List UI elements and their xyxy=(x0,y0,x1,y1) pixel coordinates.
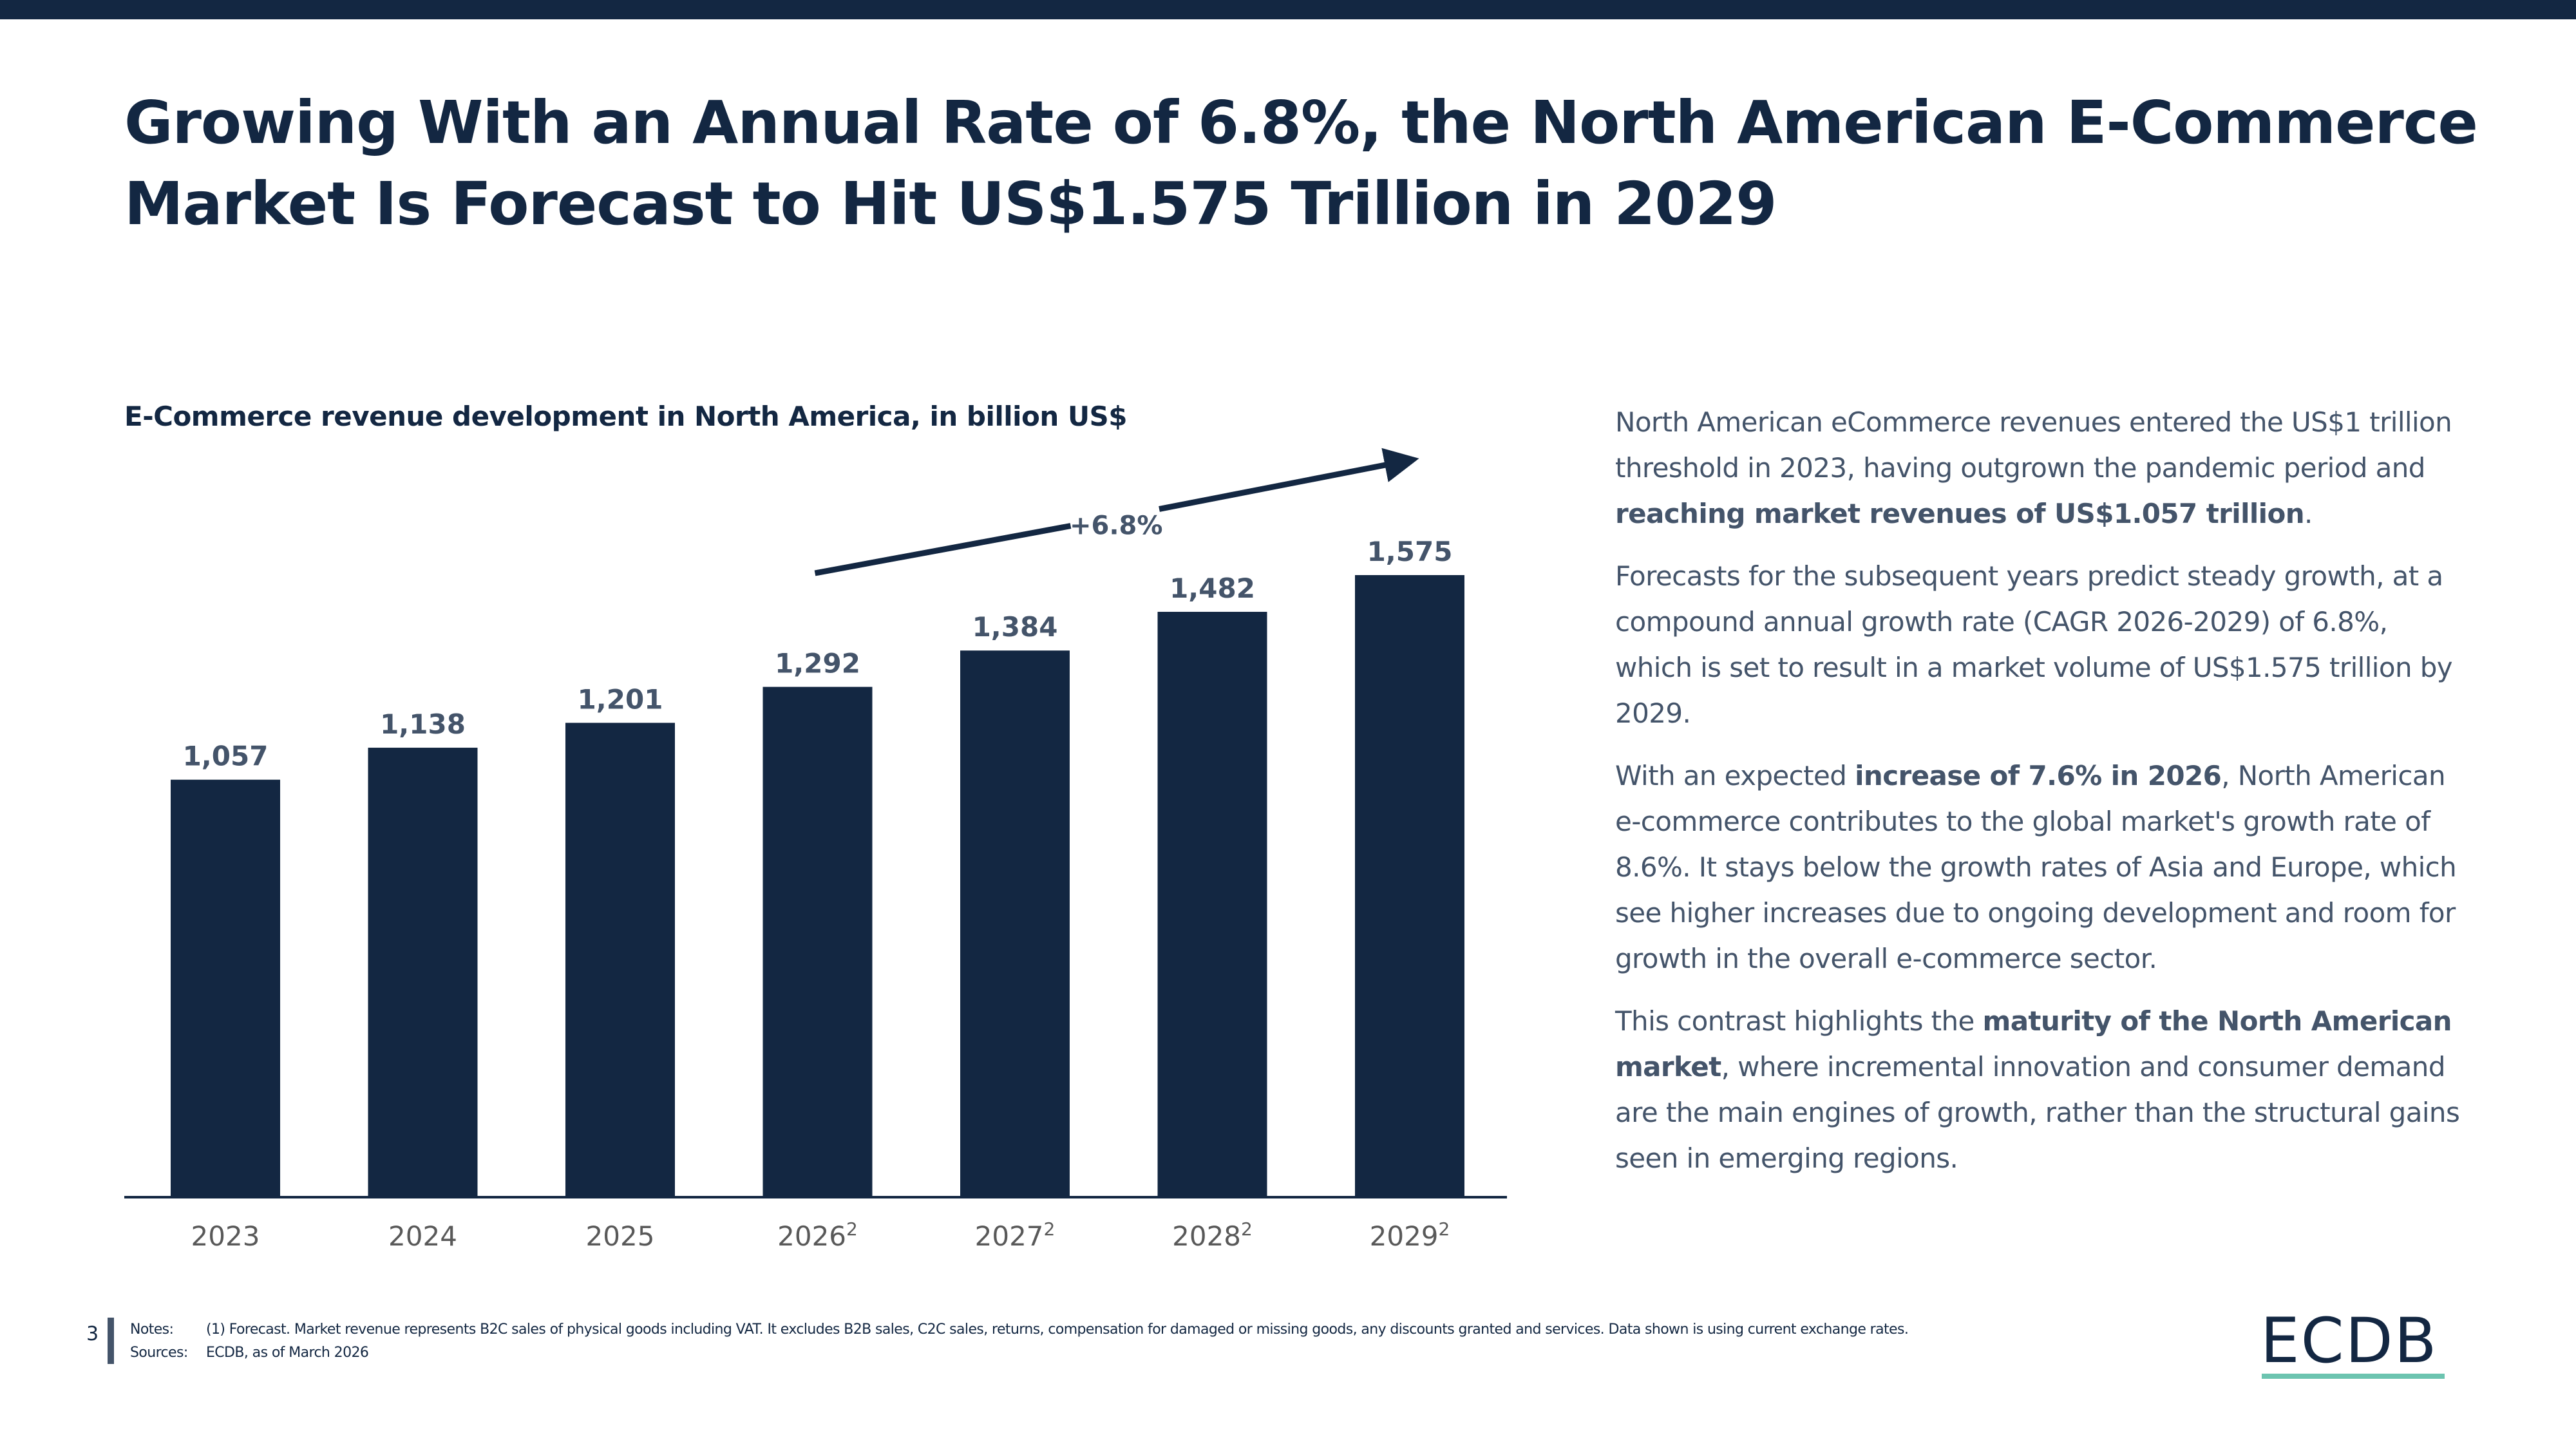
bar-2027 xyxy=(960,650,1070,1197)
bar-value-label: 1,384 xyxy=(972,611,1058,643)
bar-value-label: 1,138 xyxy=(380,708,466,740)
forecast-footnote-marker: 2 xyxy=(846,1218,858,1240)
bar-value-label: 1,575 xyxy=(1367,536,1453,567)
x-tick-label: 2025 xyxy=(586,1220,655,1252)
bar-2029 xyxy=(1355,575,1464,1197)
x-tick-label: 20282 xyxy=(1172,1218,1253,1252)
x-tick-label: 2023 xyxy=(191,1220,260,1252)
ecdb-logo: ECDB xyxy=(2260,1310,2447,1385)
x-tick-label: 2024 xyxy=(388,1220,457,1252)
trend-arrow-head xyxy=(1159,448,1419,512)
logo-underline xyxy=(2262,1374,2445,1379)
page-title: Growing With an Annual Rate of 6.8%, the… xyxy=(124,82,2507,245)
notes-row: Notes: (1) Forecast. Market revenue repre… xyxy=(130,1318,1909,1341)
footnotes: Notes: (1) Forecast. Market revenue repre… xyxy=(130,1318,1909,1365)
paragraph-forecast: Forecasts for the subsequent years predi… xyxy=(1615,553,2465,736)
sources-row: Sources: ECDB, as of March 2026 xyxy=(130,1341,1908,1365)
paragraph-market-maturity: This contrast highlights the maturity of… xyxy=(1615,998,2465,1181)
bar-value-label: 1,292 xyxy=(775,648,860,679)
bar-2024 xyxy=(368,748,478,1197)
cagr-annotation-label: +6.8% xyxy=(1070,511,1162,541)
page-title-line-2: Market Is Forecast to Hit US$1.575 Trill… xyxy=(124,169,1777,238)
paragraph-market-entry: North American eCommerce revenues entere… xyxy=(1615,399,2465,536)
body-text-run: . xyxy=(2304,498,2313,529)
sources-label: Sources: xyxy=(130,1345,188,1361)
emphasis-text: reaching market revenues of US$1.057 tri… xyxy=(1615,498,2305,529)
commentary-text: North American eCommerce revenues entere… xyxy=(1615,399,2465,1198)
bar-2023 xyxy=(171,779,280,1197)
emphasis-text: maturity of the North American market xyxy=(1615,1005,2452,1083)
bar-2026 xyxy=(762,687,873,1197)
x-tick-label: 20292 xyxy=(1370,1218,1450,1252)
top-accent-bar xyxy=(0,0,2576,19)
body-text-run: North American eCommerce revenues entere… xyxy=(1615,406,2452,484)
bar-value-label: 1,201 xyxy=(578,683,663,715)
bar-2028 xyxy=(1157,612,1267,1197)
bar-value-label: 1,057 xyxy=(183,741,269,772)
forecast-footnote-marker: 2 xyxy=(1439,1218,1450,1240)
paragraph-global-comparison: With an expected increase of 7.6% in 202… xyxy=(1615,753,2465,981)
forecast-footnote-marker: 2 xyxy=(1241,1218,1253,1240)
chart-title: E-Commerce revenue development in North … xyxy=(124,401,1128,432)
notes-text: (1) Forecast. Market revenue represents … xyxy=(206,1321,1909,1338)
body-text-run: With an expected xyxy=(1615,760,1855,791)
body-text-run: , where incremental innovation and consu… xyxy=(1615,1051,2460,1174)
page-number: 3 xyxy=(86,1323,99,1345)
body-text-run: Forecasts for the subsequent years predi… xyxy=(1615,560,2453,729)
notes-label: Notes: xyxy=(130,1321,174,1338)
x-tick-label: 20262 xyxy=(777,1218,858,1252)
sources-text: ECDB, as of March 2026 xyxy=(206,1345,369,1361)
forecast-footnote-marker: 2 xyxy=(1044,1218,1056,1240)
page-title-line-1: Growing With an Annual Rate of 6.8%, the… xyxy=(124,88,2478,157)
x-tick-label: 20272 xyxy=(975,1218,1056,1252)
logo-wordmark: ECDB xyxy=(2260,1305,2438,1377)
bar-2025 xyxy=(565,723,675,1197)
body-text-run: , North American e-commerce contributes … xyxy=(1615,760,2457,974)
bar-value-label: 1,482 xyxy=(1170,573,1255,604)
footer-divider xyxy=(108,1318,114,1364)
body-text-run: This contrast highlights the xyxy=(1615,1005,1983,1037)
trend-arrow-line xyxy=(814,523,1072,576)
emphasis-text: increase of 7.6% in 2026 xyxy=(1855,760,2222,791)
